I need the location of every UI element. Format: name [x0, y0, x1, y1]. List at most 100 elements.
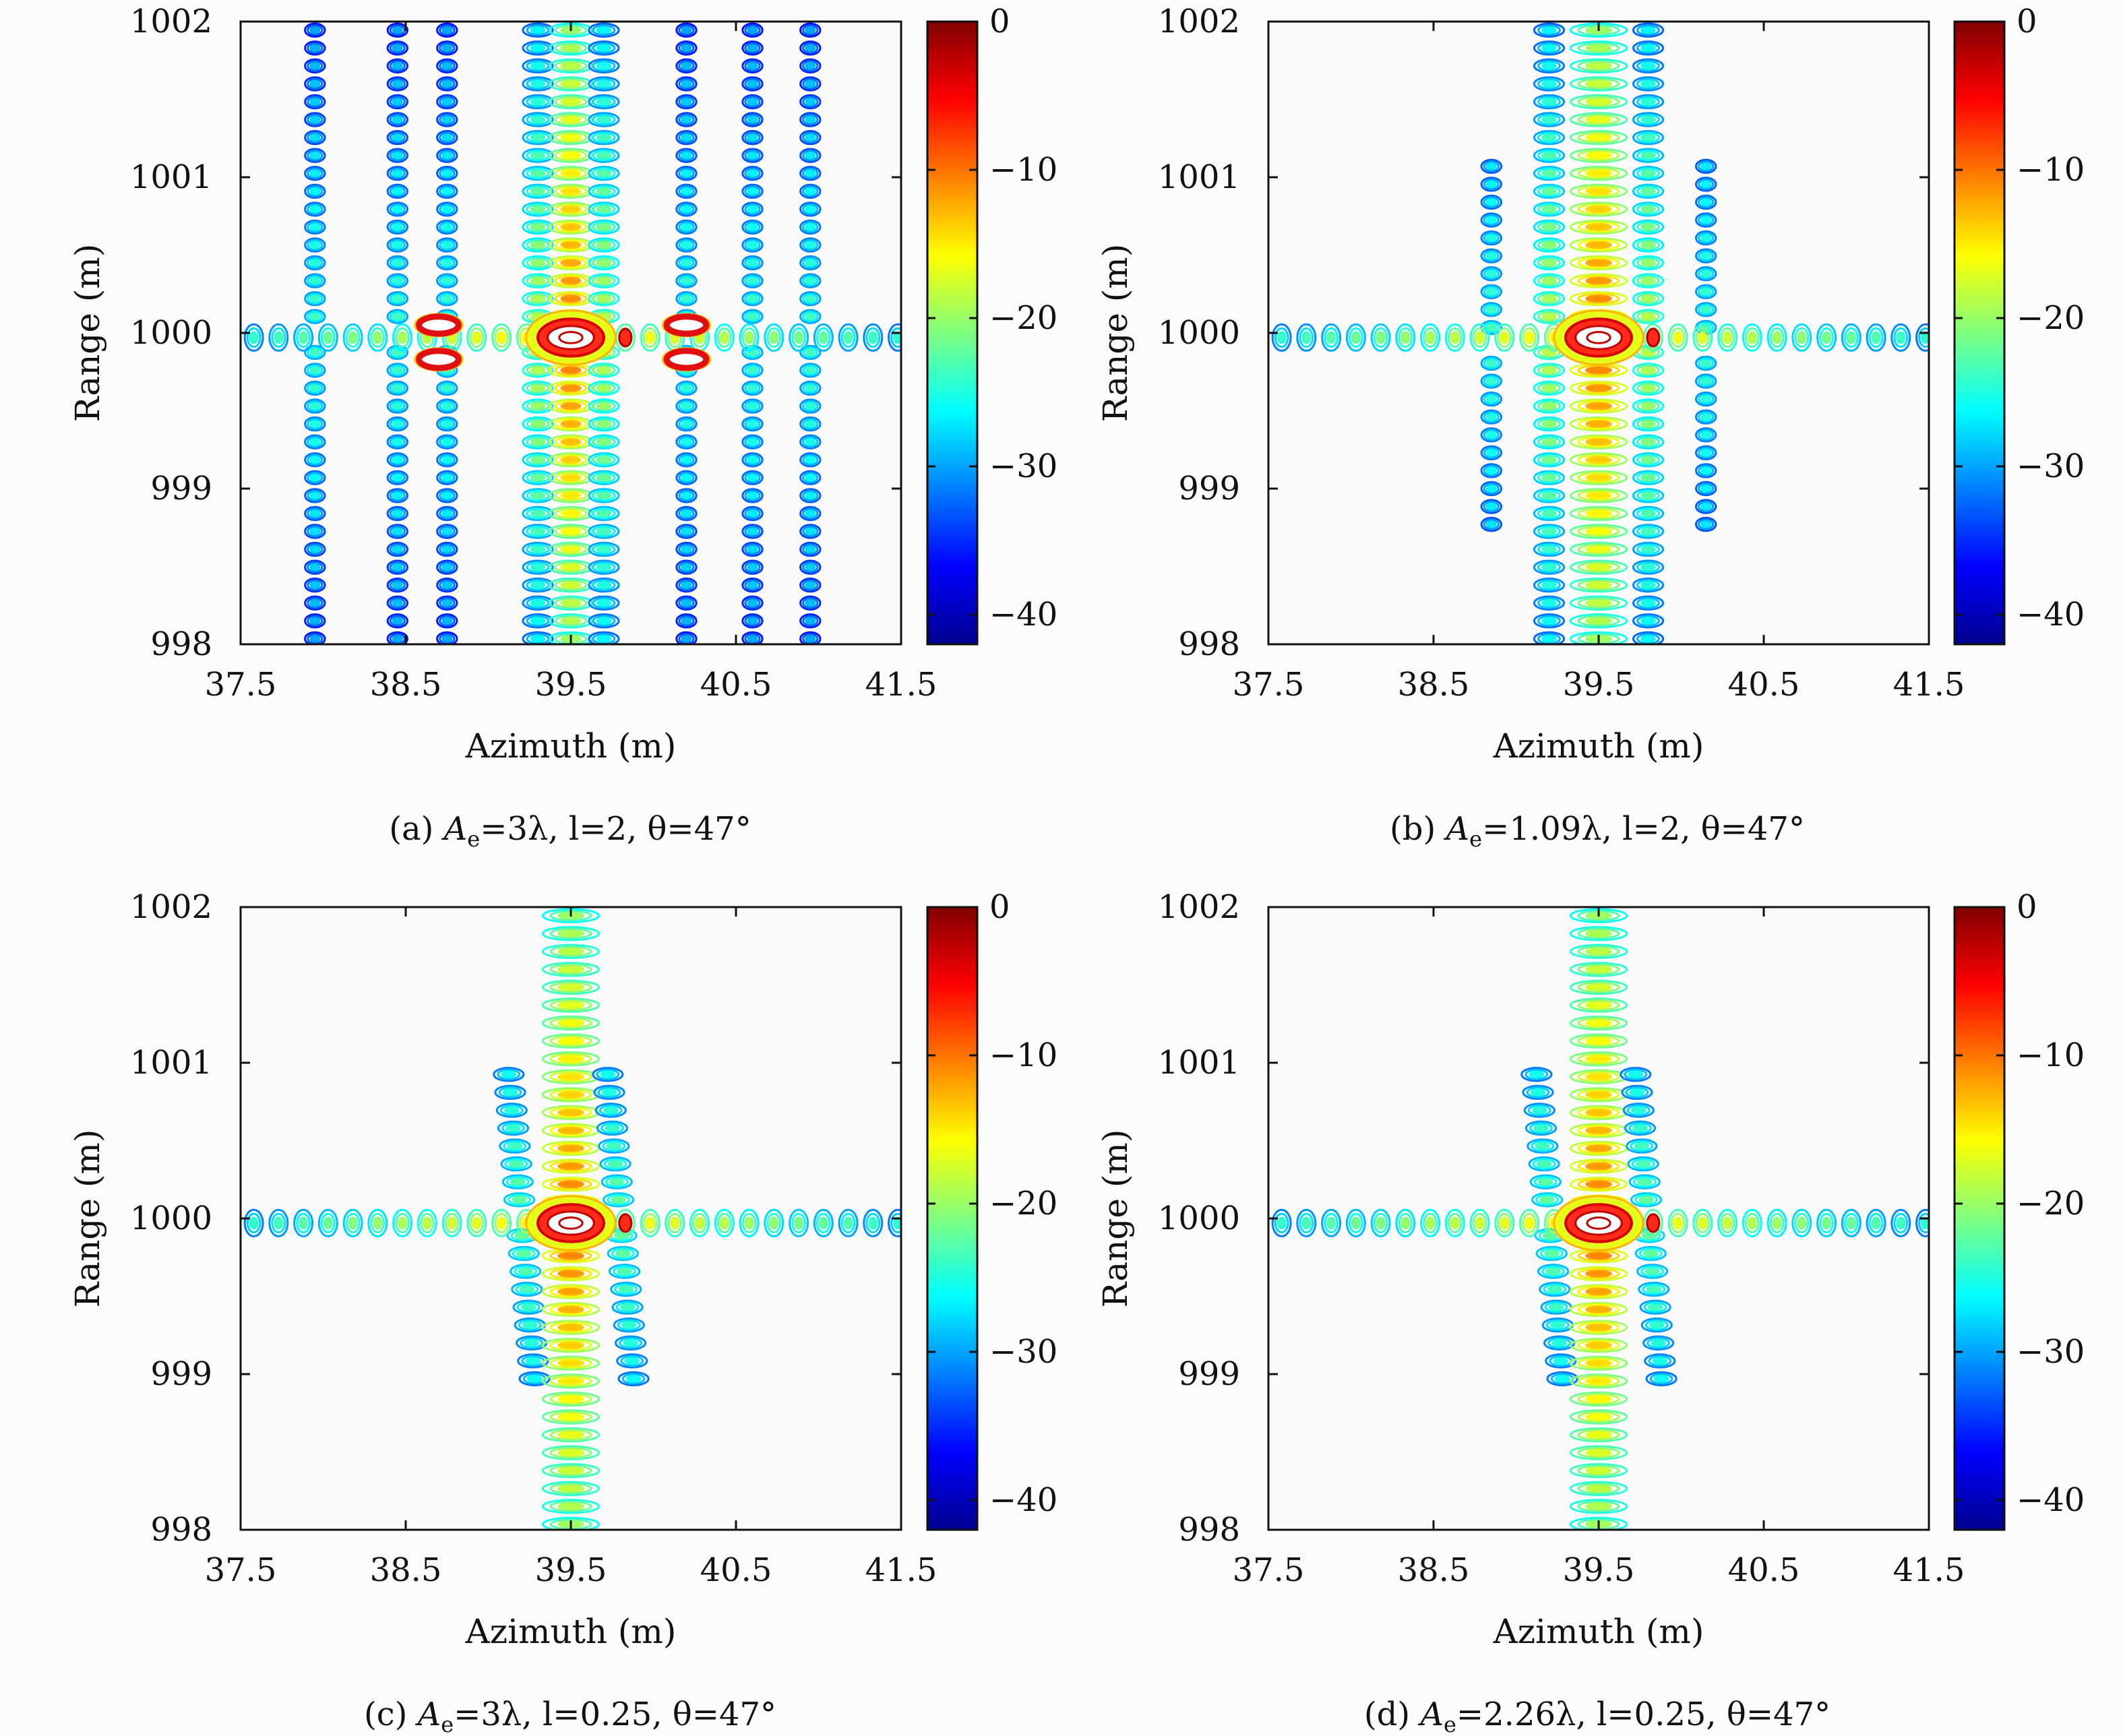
- sidelobe-contour: [617, 1371, 650, 1387]
- sidelobe-contour: [392, 169, 403, 178]
- sidelobe-contour: [1533, 470, 1566, 485]
- range-sidelobe-contour: [1351, 331, 1361, 344]
- sidelobe-contour: [392, 581, 403, 590]
- range-sidelobe-contour: [1692, 1208, 1713, 1238]
- range-sidelobe-contour: [813, 323, 834, 352]
- contour-marks: [1271, 908, 1929, 1530]
- sidelobe-contour: [309, 635, 321, 643]
- range-sidelobe-contour: [744, 331, 754, 344]
- sidelobe-contour: [1648, 1355, 1672, 1367]
- sidelobe-contour: [741, 613, 764, 629]
- sidelobe-contour: [678, 257, 695, 269]
- sidelobe-contour: [1700, 502, 1712, 511]
- sidelobe-contour: [530, 26, 546, 34]
- range-sidelobe-contour: [1695, 1212, 1711, 1234]
- y-axis-label: Range (m): [1096, 1129, 1135, 1308]
- sidelobe-contour: [441, 384, 453, 392]
- sidelobe-contour: [530, 527, 546, 536]
- sidelobe-contour: [1695, 302, 1717, 317]
- sidelobe-contour: [307, 489, 324, 501]
- sidelobe-contour: [1695, 266, 1717, 282]
- colorbar-tick-label: −10: [2017, 1036, 2085, 1074]
- sidelobe-contour: [592, 418, 616, 430]
- sidelobe-contour: [613, 1266, 636, 1277]
- sidelobe-contour: [744, 615, 761, 627]
- range-sidelobe-contour: [1450, 1216, 1460, 1230]
- sidelobe-contour: [308, 652, 322, 662]
- sidelobe-contour: [441, 62, 453, 70]
- range-sidelobe-contour: [1816, 323, 1837, 352]
- sidelobe-contour: [307, 96, 324, 108]
- range-sidelobe-contour: [1769, 1212, 1785, 1234]
- range-sidelobe-contour: [764, 323, 784, 352]
- sidelobe-contour: [747, 294, 758, 303]
- range-sidelobe-contour: [1296, 1208, 1317, 1238]
- sidelobe-contour: [1480, 230, 1503, 246]
- range-sidelobe-contour: [744, 1216, 754, 1230]
- sidelobe-contour: [530, 223, 546, 231]
- sidelobe-contour: [805, 545, 816, 553]
- sidelobe-contour: [1533, 291, 1566, 307]
- sidelobe-contour: [681, 98, 692, 106]
- y-tick-label: 1000: [1158, 314, 1240, 352]
- sidelobe-contour: [1533, 541, 1566, 557]
- sidelobe-contour: [441, 599, 453, 607]
- sidelobe-contour: [1483, 447, 1500, 459]
- range-sidelobe-contour: [1420, 323, 1441, 352]
- range-sidelobe-contour: [667, 1212, 683, 1234]
- sidelobe-contour: [1700, 520, 1712, 528]
- sidelobe-contour: [1485, 162, 1497, 170]
- sidelobe-contour: [799, 219, 822, 235]
- sidelobe-contour: [386, 344, 408, 361]
- sidelobe-contour: [802, 167, 819, 179]
- sidelobe-contour: [592, 131, 616, 144]
- sidelobe-contour: [596, 599, 612, 607]
- range-sidelobe-contour: [497, 1216, 506, 1230]
- sidelobe-contour: [1585, 1323, 1612, 1332]
- sidelobe-contour: [1632, 219, 1665, 235]
- range-sidelobe-contour: [1841, 323, 1862, 352]
- sidelobe-contour: [1585, 1431, 1612, 1439]
- sidelobe-contour: [675, 129, 698, 146]
- peak-contour: [547, 325, 595, 350]
- sidelobe-contour: [1480, 480, 1503, 497]
- sidelobe-contour: [307, 42, 324, 54]
- sidelobe-contour: [588, 541, 620, 557]
- sidelobe-contour: [596, 169, 612, 178]
- sidelobe-contour: [436, 541, 458, 557]
- sidelobe-contour: [392, 62, 403, 70]
- sidelobe-contour: [1585, 1305, 1612, 1313]
- sidelobe-contour: [1480, 373, 1503, 389]
- sidelobe-contour: [1636, 454, 1660, 466]
- sidelobe-contour: [309, 599, 321, 607]
- sidelobe-contour: [805, 402, 816, 410]
- range-sidelobe-contour: [1843, 1212, 1859, 1234]
- sidelobe-contour: [592, 114, 616, 125]
- sidelobe-contour: [551, 1538, 591, 1547]
- range-sidelobe-contour: [1450, 331, 1460, 344]
- colorbar: [926, 906, 979, 1531]
- sidelobe-contour: [530, 241, 546, 249]
- sidelobe-contour: [592, 615, 616, 627]
- sidelobe-contour: [1632, 505, 1665, 522]
- sidelobe-contour: [309, 527, 321, 536]
- sidelobe-contour: [1640, 402, 1656, 410]
- sidelobe-contour: [744, 311, 761, 323]
- sidelobe-contour: [1577, 185, 1620, 197]
- range-sidelobe-contour: [843, 331, 853, 344]
- colorbar: [1953, 20, 2006, 646]
- range-sidelobe-contour: [1324, 327, 1339, 348]
- peak-contour: [1586, 1216, 1611, 1230]
- range-sidelobe-contour: [1769, 327, 1785, 348]
- sidelobe-contour: [1537, 382, 1561, 394]
- sidelobe-contour: [592, 382, 616, 394]
- sidelobe-contour: [549, 927, 592, 939]
- y-tick-label: 1001: [130, 158, 212, 196]
- sidelobe-contour: [1537, 507, 1561, 520]
- range-sidelobe-contour: [392, 1208, 413, 1238]
- sidelobe-contour: [744, 454, 761, 466]
- range-sidelobe-contour: [716, 327, 732, 348]
- sidelobe-contour: [522, 398, 554, 414]
- sidelobe-contour: [304, 273, 326, 288]
- range-sidelobe-contour: [1841, 1208, 1862, 1238]
